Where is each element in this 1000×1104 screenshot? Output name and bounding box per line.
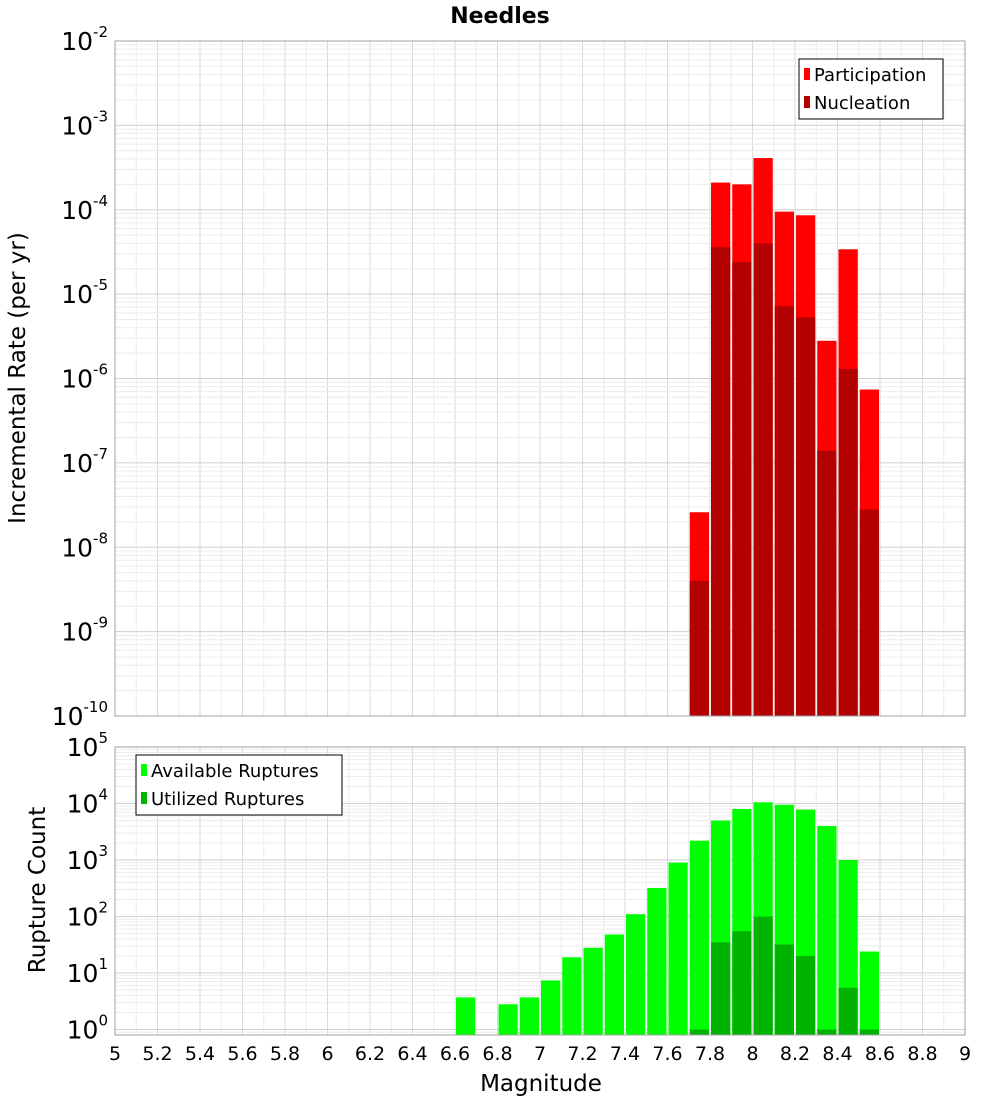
y-tick-label: 10-5	[61, 276, 108, 309]
legend-layer: Participation Nucleation Available Rupture…	[135, 58, 944, 816]
x-tick-label: 6.4	[397, 1043, 427, 1065]
x-tick-label: 5	[109, 1043, 121, 1065]
frame-layer	[114, 40, 966, 1036]
legend-swatch	[141, 764, 147, 776]
x-tick-label: 8	[746, 1043, 758, 1065]
rate-bar-nucleation	[732, 262, 752, 716]
rate-bar-nucleation	[838, 368, 858, 716]
count-bar-available-ruptures	[541, 980, 561, 1035]
y-tick-label: 10-6	[61, 361, 108, 394]
bottom-panel-y-axis-label: Rupture Count	[25, 807, 51, 973]
x-tick-label: 6.2	[355, 1043, 385, 1065]
legend-label: Participation	[814, 65, 926, 86]
x-tick-label: 8.8	[907, 1043, 937, 1065]
y-tick-label: 10-4	[61, 192, 108, 225]
x-tick-label: 5.2	[142, 1043, 172, 1065]
x-tick-label: 8.4	[822, 1043, 852, 1065]
x-tick-label: 7.2	[567, 1043, 597, 1065]
rate-bar-nucleation	[711, 247, 731, 716]
count-bar-available-ruptures	[817, 825, 837, 1035]
y-tick-label: 104	[67, 786, 108, 819]
x-axis-label: Magnitude	[480, 1071, 602, 1097]
y-tick-label: 102	[67, 899, 108, 932]
legend-swatch	[804, 68, 810, 80]
rate-bar-nucleation	[817, 450, 837, 716]
x-tick-label: 5.8	[270, 1043, 300, 1065]
y-tick-label: 10-10	[52, 698, 108, 731]
count-bar-utilized-ruptures	[774, 944, 794, 1035]
count-bar-utilized-ruptures	[838, 987, 858, 1035]
top-panel-y-axis-label: Incremental Rate (per yr)	[5, 232, 31, 524]
y-tick-label: 105	[67, 729, 108, 762]
count-bar-available-ruptures	[647, 887, 667, 1035]
rate-bar-nucleation	[796, 317, 816, 716]
top-panel-frame	[114, 40, 966, 717]
y-tick-label: 10-2	[61, 23, 108, 56]
x-tick-label: 7.8	[695, 1043, 725, 1065]
count-bar-available-ruptures	[562, 957, 582, 1035]
x-tick-label: 9	[959, 1043, 971, 1065]
x-tick-label: 8.6	[865, 1043, 895, 1065]
count-bar-utilized-ruptures	[817, 1029, 837, 1035]
count-bar-available-ruptures	[859, 951, 879, 1035]
x-tick-label: 8.2	[780, 1043, 810, 1065]
legend-label: Utilized Ruptures	[151, 789, 304, 810]
legend-label: Nucleation	[814, 93, 910, 114]
y-tick-label: 100	[67, 1012, 108, 1045]
count-bar-utilized-ruptures	[796, 956, 816, 1035]
x-tick-label: 5.4	[185, 1043, 215, 1065]
count-bar-available-ruptures	[456, 997, 476, 1035]
y-tick-label: 10-9	[61, 614, 108, 647]
y-tick-label: 10-8	[61, 529, 108, 562]
count-bar-utilized-ruptures	[753, 916, 773, 1035]
y-tick-label: 10-3	[61, 107, 108, 140]
grid-layer	[114, 41, 966, 1036]
y-tick-label: 10-7	[61, 445, 108, 478]
count-bar-available-ruptures	[668, 862, 688, 1035]
count-bar-available-ruptures	[626, 914, 646, 1035]
count-bar-utilized-ruptures	[689, 1029, 709, 1035]
rate-bar-nucleation	[774, 306, 794, 716]
count-bar-available-ruptures	[519, 997, 539, 1035]
rate-legend	[798, 58, 944, 120]
x-tick-label: 6	[321, 1043, 333, 1065]
x-tick-label: 6.8	[482, 1043, 512, 1065]
count-bar-available-ruptures	[689, 840, 709, 1035]
x-tick-label: 6.6	[440, 1043, 470, 1065]
rate-bar-nucleation	[859, 509, 879, 716]
count-bar-utilized-ruptures	[711, 942, 731, 1035]
x-tick-label: 5.6	[227, 1043, 257, 1065]
x-tick-label: 7.6	[652, 1043, 682, 1065]
count-legend	[135, 754, 343, 816]
rate-bar-nucleation	[689, 580, 709, 716]
count-bar-available-ruptures	[498, 1004, 518, 1035]
bottom-panel-frame	[114, 746, 966, 1036]
bar-layer	[456, 158, 879, 1035]
legend-label: Available Ruptures	[151, 761, 319, 782]
label-layer: Needles Magnitude Incremental Rate (per …	[5, 4, 971, 1097]
legend-swatch	[141, 792, 147, 804]
x-tick-label: 7	[534, 1043, 546, 1065]
x-tick-label: 7.4	[610, 1043, 640, 1065]
y-tick-label: 101	[67, 955, 108, 988]
count-bar-utilized-ruptures	[732, 931, 752, 1035]
count-bar-available-ruptures	[583, 947, 603, 1035]
legend-swatch	[804, 96, 810, 108]
count-bar-available-ruptures	[604, 934, 624, 1035]
y-tick-label: 103	[67, 842, 108, 875]
count-bar-utilized-ruptures	[859, 1029, 879, 1035]
chart-title: Needles	[450, 4, 550, 29]
rate-bar-nucleation	[753, 243, 773, 717]
